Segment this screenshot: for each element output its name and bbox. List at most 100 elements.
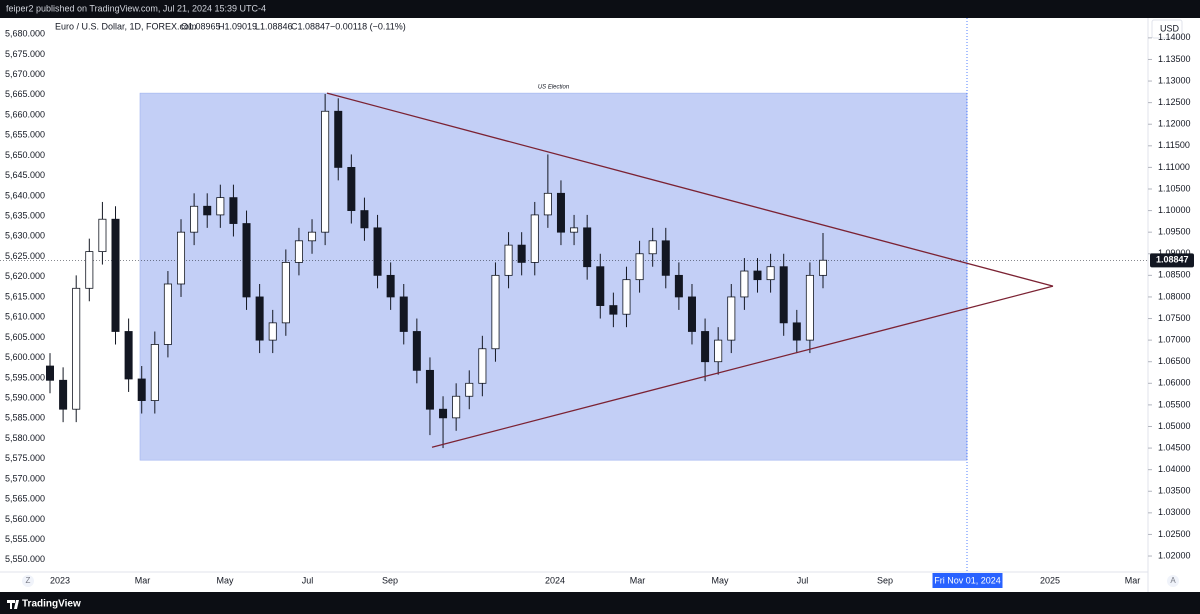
y-tick-label: 1.09000 — [1158, 248, 1191, 258]
scale-button[interactable] — [1167, 575, 1179, 587]
y2-tick-label: 5,615.000 — [5, 291, 45, 301]
brand: TradingView — [22, 599, 81, 610]
x-tick-label: Mar — [135, 575, 151, 585]
candle-body — [150, 344, 159, 401]
candle-body — [137, 378, 146, 401]
y-tick-label: 1.09500 — [1158, 227, 1191, 237]
y-tick-label: 1.03000 — [1158, 507, 1191, 517]
y2-tick-label: 5,565.000 — [5, 494, 45, 504]
trend-line — [431, 285, 1054, 448]
publisher-text: feiper2 published on TradingView.com, Ju… — [6, 3, 266, 13]
last-price-box — [1150, 253, 1194, 268]
candle-body — [818, 259, 828, 276]
y2-tick-label: 5,625.000 — [5, 251, 45, 261]
candle-body — [281, 261, 290, 324]
x-tick-label: May — [216, 575, 234, 585]
logo — [7, 600, 19, 609]
candle-body — [543, 192, 552, 216]
candle-body — [753, 270, 762, 281]
y-tick-label: 1.12000 — [1158, 119, 1191, 129]
y2-tick-label: 5,600.000 — [5, 352, 45, 362]
election-box — [139, 92, 968, 461]
candle-body — [609, 305, 618, 315]
x-tick-label: 2023 — [50, 575, 70, 585]
candle-body — [452, 395, 461, 419]
y-tick-label: 1.11500 — [1158, 140, 1190, 150]
candle-body — [203, 205, 212, 216]
trend-line — [326, 92, 1054, 287]
y2-tick-label: 5,670.000 — [5, 69, 45, 79]
y2-tick-label: 5,555.000 — [5, 534, 45, 544]
y2-tick-label: 5,645.000 — [5, 170, 45, 180]
candle-body — [321, 110, 330, 233]
y2-tick-label: 5,610.000 — [5, 312, 45, 322]
candle-body — [59, 379, 68, 410]
candle-body — [530, 214, 539, 263]
y-tick-label: 1.04500 — [1158, 442, 1191, 452]
candle-body — [334, 110, 343, 168]
y-tick-label: 1.13500 — [1158, 54, 1191, 64]
y-tick-label: 1.10000 — [1158, 205, 1191, 215]
candle-body — [268, 322, 277, 341]
top-bar — [0, 0, 1200, 18]
candle-body — [570, 227, 579, 233]
candle-body — [85, 251, 94, 289]
y2-tick-label: 5,595.000 — [5, 372, 45, 382]
y2-tick-label: 5,675.000 — [5, 49, 45, 59]
y-tick-label: 1.10500 — [1158, 183, 1191, 193]
candle-body — [517, 244, 526, 263]
y-tick-label: 1.05500 — [1158, 399, 1191, 409]
y-tick-label: 1.08500 — [1158, 270, 1191, 280]
candle-body — [766, 266, 775, 281]
scale-button-label: A — [1170, 576, 1176, 585]
legend-close: C1.08847 — [291, 21, 330, 31]
y2-tick-label: 5,560.000 — [5, 514, 45, 524]
legend-low: L1.08846 — [255, 21, 293, 31]
x-tick-label: Sep — [382, 575, 398, 585]
y2-tick-label: 5,550.000 — [5, 554, 45, 564]
candle-body — [648, 240, 657, 255]
y-tick-label: 1.06000 — [1158, 378, 1191, 388]
box-label: US Election — [538, 85, 570, 91]
candle-body — [439, 408, 448, 419]
y-tick-label: 1.05000 — [1158, 421, 1191, 431]
y2-tick-label: 5,585.000 — [5, 413, 45, 423]
candle-body — [491, 274, 500, 350]
candle-body — [294, 240, 303, 263]
y2-tick-label: 5,605.000 — [5, 332, 45, 342]
y2-tick-label: 5,655.000 — [5, 130, 45, 140]
currency-box[interactable] — [1151, 19, 1183, 39]
candle-body — [661, 240, 670, 276]
y-tick-label: 1.14000 — [1158, 32, 1191, 42]
candle-body — [399, 296, 408, 332]
currency: USD — [1160, 23, 1180, 33]
candle-body — [229, 197, 238, 224]
plot: US Election — [0, 18, 1148, 572]
candle-body — [360, 210, 369, 229]
candle-body — [386, 274, 395, 298]
y-tick-label: 1.11000 — [1158, 162, 1190, 172]
y-tick-label: 1.02000 — [1158, 550, 1191, 560]
x-tick-label: 2024 — [545, 575, 565, 585]
candle-body — [98, 218, 107, 253]
candle-body — [740, 270, 749, 298]
candle-body — [714, 339, 723, 363]
candle-body — [177, 231, 186, 285]
y2-tick-label: 5,680.000 — [5, 29, 45, 39]
y-tick-label: 1.06500 — [1158, 356, 1191, 366]
y2-tick-label: 5,660.000 — [5, 109, 45, 119]
candle-body — [242, 223, 251, 298]
legend-high: H1.09019 — [218, 21, 257, 31]
candle-body — [124, 331, 133, 380]
y-tick-label: 1.07500 — [1158, 313, 1191, 323]
y2-tick-label: 5,665.000 — [5, 89, 45, 99]
y-tick-label: 1.12500 — [1158, 97, 1191, 107]
legend-open: O1.08965 — [181, 21, 221, 31]
date-highlight — [932, 573, 1003, 588]
candle-body — [635, 253, 644, 281]
scale-button[interactable] — [22, 575, 34, 587]
x-tick-label: Fri Nov 01, 2024 — [934, 575, 1001, 585]
y2-tick-label: 5,620.000 — [5, 271, 45, 281]
y-tick-label: 1.08000 — [1158, 291, 1191, 301]
y2-tick-label: 5,575.000 — [5, 453, 45, 463]
